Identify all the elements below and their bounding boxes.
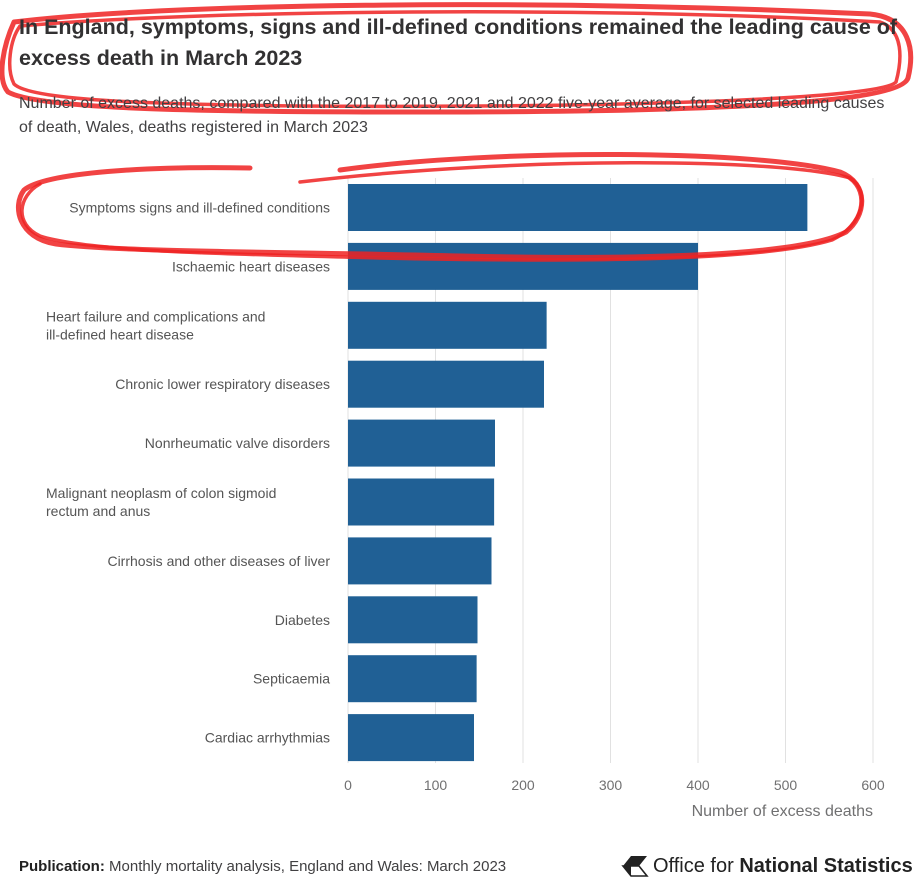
bar[interactable]: [348, 596, 478, 644]
ons-logo-text: Office for National Statistics: [653, 855, 913, 878]
bar[interactable]: [348, 537, 492, 585]
publication-credit: Publication: Monthly mortality analysis,…: [19, 858, 506, 875]
ons-logo[interactable]: Office for National Statistics: [621, 852, 913, 880]
publication-link[interactable]: Monthly mortality analysis, England and …: [109, 858, 507, 875]
bar[interactable]: [348, 478, 495, 526]
bar[interactable]: [348, 184, 808, 231]
category-label: Septicaemia: [253, 671, 330, 687]
x-tick-label: 100: [424, 777, 448, 793]
bar[interactable]: [348, 360, 544, 408]
x-tick-label: 600: [861, 777, 885, 793]
ons-logo-icon: [621, 856, 649, 877]
red-scribble-stroke: [20, 161, 864, 262]
bar[interactable]: [348, 655, 477, 703]
bar[interactable]: [348, 242, 698, 290]
x-tick-label: 200: [511, 777, 535, 793]
category-label: Cirrhosis and other diseases of liver: [107, 553, 330, 569]
chart-title: In England, symptoms, signs and ill-defi…: [19, 15, 898, 70]
category-label: Chronic lower respiratory diseases: [115, 376, 330, 392]
category-label: Cardiac arrhythmias: [205, 730, 330, 746]
x-tick-label: 400: [686, 777, 710, 793]
category-label: Heart failure and complications and ill-d…: [46, 308, 265, 342]
category-label: Nonrheumatic valve disorders: [145, 435, 330, 451]
red-scribble-stroke: [7, 10, 902, 109]
red-scribble-stroke: [15, 151, 865, 260]
publication-label: Publication:: [19, 858, 105, 875]
category-label: Malignant neoplasm of colon sigmoid rectu…: [46, 485, 276, 519]
category-label: Diabetes: [275, 612, 330, 628]
category-label: Symptoms signs and ill-defined condition…: [69, 200, 330, 216]
ons-logo-text-light: Office for: [653, 854, 734, 877]
x-tick-label: 300: [599, 777, 623, 793]
red-scribble-stroke: [0, 2, 914, 115]
ons-logo-text-bold: National Statistics: [739, 854, 913, 877]
red-scribble-annotations: [0, 2, 914, 262]
x-axis-title: Number of excess deaths: [692, 803, 873, 820]
bar[interactable]: [348, 714, 474, 762]
x-tick-label: 0: [344, 777, 352, 793]
bar[interactable]: [348, 301, 547, 349]
bar[interactable]: [348, 419, 495, 467]
chart-subtitle: Number of excess deaths, compared with t…: [19, 95, 885, 136]
x-tick-label: 500: [774, 777, 798, 793]
category-label: Ischaemic heart diseases: [172, 258, 330, 274]
